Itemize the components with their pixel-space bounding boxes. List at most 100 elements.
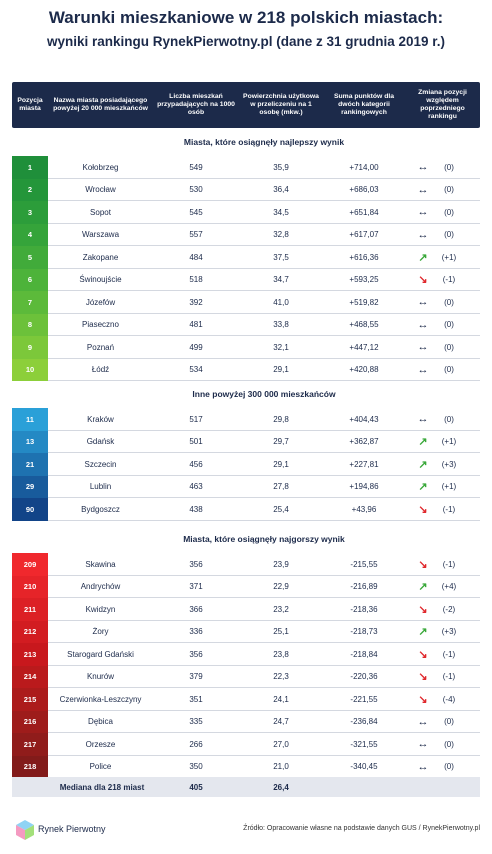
cell: +617,07 — [349, 230, 379, 240]
subtitle: wyniki rankingu RynekPierwotny.pl (dane … — [46, 34, 446, 49]
cell: 518 — [189, 275, 203, 285]
row-line — [48, 642, 480, 643]
cell: 438 — [189, 504, 203, 514]
trend-arrow: ↗ — [418, 581, 428, 594]
cell: 25,1 — [273, 627, 289, 637]
trend-arrow: ↔ — [417, 183, 429, 196]
cell: +519,82 — [349, 297, 379, 307]
cell: -340,45 — [350, 762, 378, 772]
header-cell: Zmiana pozycji względem poprzedniego ran… — [418, 89, 467, 120]
cell: Szczecin — [84, 459, 117, 469]
cell: 501 — [189, 437, 203, 447]
cell: Poznań — [86, 342, 115, 352]
trend-arrow: ↘ — [418, 274, 428, 287]
cell: 549 — [189, 162, 203, 172]
rank: 218 — [23, 762, 37, 772]
change: (-1) — [442, 275, 456, 285]
cell: 27,8 — [273, 482, 289, 492]
rank: 7 — [27, 297, 33, 307]
row-line — [48, 664, 480, 666]
cell: Starogard Gdański — [67, 649, 134, 659]
row-line — [48, 709, 480, 711]
rank-cell — [12, 475, 48, 498]
trend-arrow: ↔ — [417, 206, 429, 219]
rank-cell — [12, 178, 48, 201]
cell: Łódź — [91, 365, 110, 375]
rank: 209 — [23, 559, 37, 569]
row-line — [48, 267, 480, 269]
cell: Świnoujście — [79, 275, 122, 285]
cell: 35,9 — [273, 162, 289, 172]
cell: +714,00 — [349, 162, 379, 172]
rank-cell — [12, 710, 48, 733]
logo-text: Rynek Pierwotny — [38, 824, 106, 834]
row-line — [48, 619, 480, 621]
rank: 211 — [23, 604, 37, 614]
title: Warunki mieszkaniowe w 218 polskich mias… — [48, 8, 444, 27]
cell: 29,1 — [273, 365, 289, 375]
cell: 545 — [189, 207, 203, 217]
cell: 24,1 — [273, 694, 289, 704]
trend-arrow: ↘ — [418, 603, 428, 616]
rank: 29 — [25, 482, 35, 492]
cell: 32,8 — [273, 230, 289, 240]
trend-arrow: ↘ — [418, 503, 428, 516]
change: (-2) — [442, 604, 456, 614]
trend-arrow: ↔ — [417, 363, 429, 376]
change: (0) — [444, 717, 454, 727]
cell: 379 — [189, 672, 203, 682]
trend-arrow: ↗ — [418, 251, 428, 264]
rank-cell — [12, 620, 48, 643]
cell: 22,3 — [273, 672, 289, 682]
trend-arrow: ↔ — [417, 738, 429, 751]
cell: +447,12 — [349, 342, 379, 352]
cell: 392 — [189, 297, 203, 307]
rank-cell — [12, 755, 48, 778]
row-line — [48, 519, 480, 521]
cell: +404,43 — [349, 414, 379, 424]
row-line — [48, 429, 480, 431]
cell: 29,1 — [273, 459, 289, 469]
row-line — [48, 335, 480, 336]
rank: 9 — [27, 342, 33, 352]
trend-arrow: ↘ — [418, 671, 428, 684]
cell: 266 — [189, 739, 203, 749]
cell: 351 — [189, 694, 203, 704]
row-line — [48, 452, 480, 453]
trend-arrow: ↗ — [418, 481, 428, 494]
cell: Lublin — [89, 482, 112, 492]
median-flats: 405 — [189, 782, 203, 792]
change: (-1) — [442, 504, 456, 514]
trend-arrow: ↔ — [417, 413, 429, 426]
cell: 32,1 — [273, 342, 289, 352]
rank-cell — [12, 498, 48, 521]
trend-arrow: ↗ — [418, 436, 428, 449]
rank-cell — [12, 246, 48, 269]
cell: +420,88 — [349, 365, 379, 375]
rank: 2 — [27, 185, 33, 195]
rank-cell — [12, 358, 48, 381]
cell: 463 — [189, 482, 203, 492]
section-title: Miasta, które osiągnęły najgorszy wynik — [183, 534, 345, 544]
rank-cell — [12, 688, 48, 711]
rank: 90 — [25, 504, 35, 514]
rank: 215 — [23, 694, 37, 704]
cell: Kraków — [87, 414, 114, 424]
row-line — [48, 754, 480, 756]
cell: Bydgoszcz — [81, 504, 120, 514]
trend-arrow: ↗ — [418, 458, 428, 471]
cell: -218,73 — [350, 627, 378, 637]
trend-arrow: ↘ — [418, 693, 428, 706]
rank-cell — [12, 643, 48, 666]
change: (0) — [444, 207, 454, 217]
cell: -220,36 — [350, 672, 378, 682]
rank-cell — [12, 408, 48, 431]
row-line — [48, 290, 480, 291]
rank: 212 — [23, 627, 37, 637]
change: (0) — [444, 739, 454, 749]
section-title: Miasta, które osiągnęły najlepszy wynik — [183, 137, 345, 147]
cell: Piaseczno — [82, 320, 119, 330]
change: (+1) — [441, 482, 457, 492]
cell: 21,0 — [273, 762, 289, 772]
cell: 456 — [189, 459, 203, 469]
